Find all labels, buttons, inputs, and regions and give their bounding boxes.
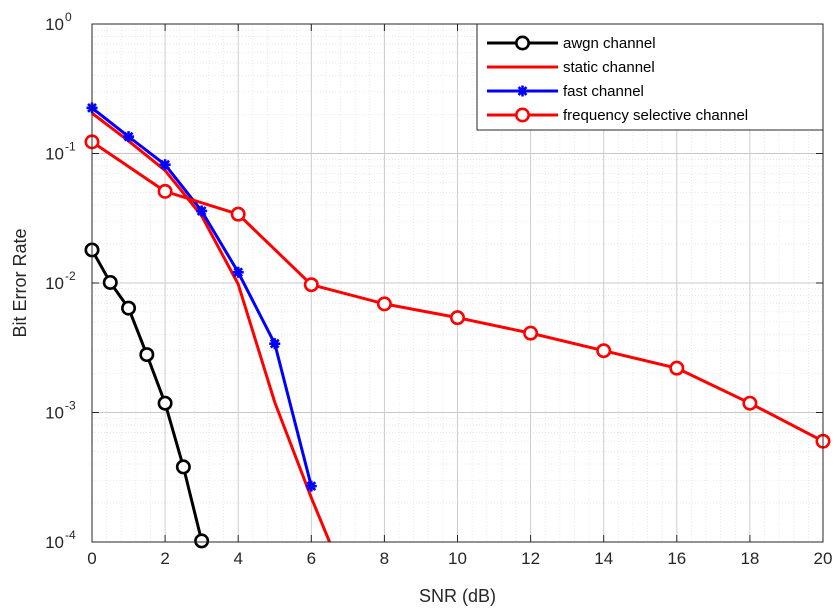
data-point-frequency-selective-channel — [376, 296, 392, 312]
asterisk-stroke — [269, 338, 280, 349]
data-point-frequency-selective-channel — [742, 395, 758, 411]
data-point-awgn-channel — [194, 533, 210, 549]
legend-label-static-channel: static channel — [563, 59, 655, 76]
data-point-fast-channel — [305, 480, 317, 492]
asterisk-stroke — [306, 481, 317, 492]
y-tick-label: 10 — [45, 15, 64, 34]
x-tick-label: 10 — [448, 549, 467, 568]
data-point-awgn-channel — [157, 395, 173, 411]
x-tick-label: 12 — [521, 549, 540, 568]
data-point-awgn-channel — [121, 300, 137, 316]
legend-marker-awgn-channel — [514, 35, 530, 51]
data-point-frequency-selective-channel — [449, 310, 465, 326]
data-point-frequency-selective-channel — [596, 343, 612, 359]
y-tick-exponent: -4 — [65, 528, 76, 542]
asterisk-stroke — [123, 131, 134, 142]
x-tick-label: 18 — [740, 549, 759, 568]
x-tick-label: 0 — [87, 549, 96, 568]
y-tick-exponent: 0 — [65, 10, 72, 24]
data-point-frequency-selective-channel — [669, 360, 685, 376]
y-tick-label: 10 — [45, 145, 64, 164]
asterisk-stroke — [160, 159, 170, 170]
data-point-fast-channel — [196, 205, 208, 217]
y-tick-exponent: -1 — [65, 140, 76, 154]
data-point-frequency-selective-channel — [157, 183, 173, 199]
y-axis-label: Bit Error Rate — [10, 228, 30, 337]
x-axis-label: SNR (dB) — [419, 586, 496, 606]
data-point-fast-channel — [232, 266, 244, 278]
x-tick-label: 14 — [594, 549, 613, 568]
series-fast-channel — [86, 102, 317, 492]
x-tick-label: 8 — [380, 549, 389, 568]
series-awgn-channel — [84, 242, 210, 549]
data-point-awgn-channel — [102, 274, 118, 290]
legend-marker-frequency-selective-channel — [514, 107, 530, 123]
x-tick-label: 20 — [814, 549, 833, 568]
y-tick-exponent: -3 — [65, 399, 76, 413]
series-layer — [84, 102, 831, 549]
data-point-fast-channel — [123, 131, 135, 143]
legend-label-awgn-channel: awgn channel — [563, 35, 656, 52]
legend-marker-fast-channel — [517, 85, 528, 97]
asterisk-stroke — [517, 86, 528, 96]
asterisk-stroke — [196, 206, 207, 216]
x-tick-label: 4 — [233, 549, 242, 568]
y-tick-exponent: -2 — [65, 269, 76, 283]
y-tick-label: 10 — [45, 274, 64, 293]
data-point-fast-channel — [269, 338, 281, 350]
data-point-frequency-selective-channel — [230, 206, 246, 222]
series-line-static-channel — [91, 111, 331, 543]
legend-label-frequency-selective-channel: frequency selective channel — [563, 107, 748, 124]
series-static-channel — [91, 111, 331, 543]
x-tick-label: 6 — [307, 549, 316, 568]
legend: awgn channel static channel fast channel fr… — [476, 23, 824, 131]
x-tick-label: 16 — [667, 549, 686, 568]
y-tick-label: 10 — [45, 533, 64, 552]
x-tick-label: 2 — [160, 549, 169, 568]
data-point-frequency-selective-channel — [523, 325, 539, 341]
data-point-awgn-channel — [139, 347, 155, 363]
data-point-awgn-channel — [175, 459, 191, 475]
series-frequency-selective-channel — [84, 134, 831, 449]
data-point-fast-channel — [159, 159, 171, 171]
legend-label-fast-channel: fast channel — [563, 83, 644, 100]
asterisk-stroke — [233, 267, 244, 278]
y-tick-label: 10 — [45, 404, 64, 423]
data-point-frequency-selective-channel — [303, 277, 319, 293]
